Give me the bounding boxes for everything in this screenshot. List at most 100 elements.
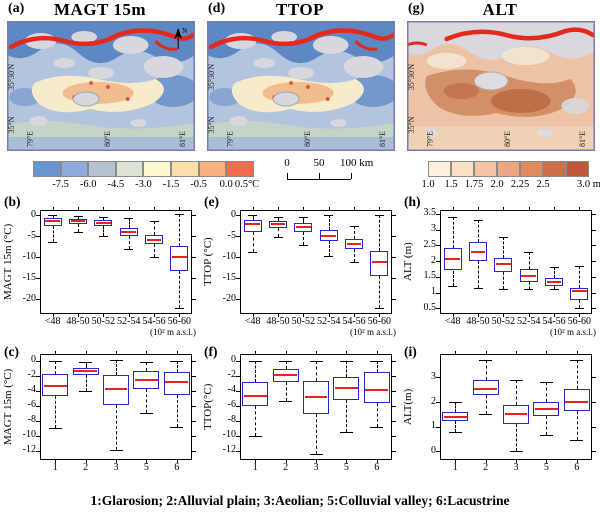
whisker-upper: [316, 360, 317, 382]
whisker-cap-lower: [448, 286, 458, 288]
whisker-cap-lower: [73, 232, 83, 234]
x-tick: [85, 460, 87, 463]
temp-colorbar-segment: [33, 161, 61, 177]
y-tick: [36, 375, 40, 377]
y-tick: [392, 405, 396, 407]
whisker-upper: [346, 360, 348, 378]
whisker-lower: [455, 420, 457, 432]
x-tick: [328, 314, 330, 317]
temp-colorbar-segment: [88, 161, 116, 177]
whisker-cap-lower: [248, 435, 262, 437]
median-line: [104, 387, 128, 390]
whisker-lower: [546, 415, 548, 436]
y-tick-label: -4: [27, 384, 36, 396]
whisker-cap-lower: [509, 450, 523, 452]
y-tick-label: -8: [27, 414, 36, 426]
whisker-cap-upper: [448, 216, 458, 218]
y-tick: [192, 360, 196, 362]
y-tick: [192, 257, 196, 259]
whisker-cap-upper: [374, 215, 384, 217]
temp-colorbar-label: 0.0: [219, 179, 233, 190]
alt-colorbar-segment: [428, 161, 451, 177]
y-tick: [236, 215, 240, 217]
y-tick: [36, 360, 40, 362]
box: [319, 229, 338, 242]
whisker-cap-lower: [498, 289, 508, 291]
whisker-cap-upper: [298, 217, 308, 219]
y-tick-label: 0: [31, 208, 36, 220]
whisker-lower: [154, 244, 155, 257]
whisker-cap-lower: [473, 287, 483, 289]
north-arrow-icon: N: [174, 27, 187, 49]
box: [494, 257, 513, 273]
whisker-cap-lower: [273, 237, 283, 239]
x-tick-label: 50-52: [491, 316, 515, 327]
whisker-lower: [576, 410, 578, 441]
x-tick-label: 48-50: [66, 316, 90, 327]
plot-area-f: [240, 354, 392, 460]
y-tick: [192, 390, 196, 392]
y-tick: [392, 375, 396, 377]
box: [503, 404, 529, 425]
whisker-lower: [55, 396, 57, 429]
y-tick: [236, 278, 240, 280]
y-tick: [392, 360, 396, 362]
x-tick: [179, 314, 181, 317]
whisker-lower: [179, 271, 181, 308]
median-line: [365, 389, 389, 392]
x-tick-label: 48-50: [266, 316, 290, 327]
whisker-upper: [285, 360, 287, 370]
x-tick: [116, 351, 117, 354]
map-image-g: 35°30'N 35°N 79°E 80°E 81°E: [407, 21, 595, 151]
y-tick: [236, 435, 240, 437]
x-tick: [146, 460, 148, 463]
whisker-cap-lower: [448, 431, 462, 433]
map-title-g: ALT: [482, 0, 518, 19]
lat-label: 35°N: [407, 116, 416, 133]
x-tick-label: 54-56: [342, 316, 366, 327]
whisker-cap-upper: [309, 360, 323, 362]
y-tick-label: -2: [227, 369, 236, 381]
whisker-cap-upper: [279, 360, 293, 362]
whisker-upper: [128, 217, 130, 228]
whisker-upper: [116, 360, 117, 376]
whisker-cap-upper: [174, 214, 184, 216]
whisker-cap-lower: [248, 252, 258, 254]
whisker-cap-upper: [448, 402, 462, 404]
y-tick: [192, 278, 196, 280]
whisker-lower: [376, 402, 378, 427]
temp-colorbar-segment: [143, 161, 171, 177]
plot-area-i: [440, 354, 592, 460]
y-tick-label: 1: [431, 420, 436, 432]
whisker-upper: [354, 225, 355, 240]
x-axis-note: (10² m a.s.l.): [350, 327, 396, 337]
whisker-upper: [452, 216, 454, 249]
whisker-cap-lower: [98, 236, 108, 238]
x-tick: [55, 351, 57, 354]
y-tick: [592, 426, 596, 428]
whisker-lower: [176, 395, 178, 427]
x-tick: [128, 314, 130, 317]
alt-colorbar-label: 2.0: [490, 179, 504, 190]
y-tick: [436, 308, 440, 310]
y-tick: [592, 402, 596, 404]
whisker-lower: [579, 300, 581, 309]
x-tick: [78, 314, 79, 317]
boxplot-panel-e: (e) TTOP (°C) 0 -5 -10 -15 -20 <48 48-50 50-52 52-…: [200, 194, 400, 346]
y-tick: [36, 450, 40, 452]
y-tick: [592, 292, 596, 294]
median-line: [565, 401, 589, 404]
lat-label: 35°30'N: [7, 64, 16, 91]
whisker-upper: [154, 220, 155, 236]
lon-label: 81°E: [378, 131, 387, 147]
temp-colorbar-label: -1.5: [162, 179, 180, 190]
y-tick: [436, 426, 440, 428]
whisker-cap-upper: [73, 216, 83, 218]
median-line: [121, 230, 137, 233]
lon-label: 79°E: [26, 131, 35, 147]
x-tick: [316, 460, 317, 463]
temp-colorbar-segment: [226, 161, 254, 177]
y-tick: [392, 215, 396, 217]
whisker-cap-upper: [273, 217, 283, 219]
scale-bar-tick: [287, 173, 288, 179]
